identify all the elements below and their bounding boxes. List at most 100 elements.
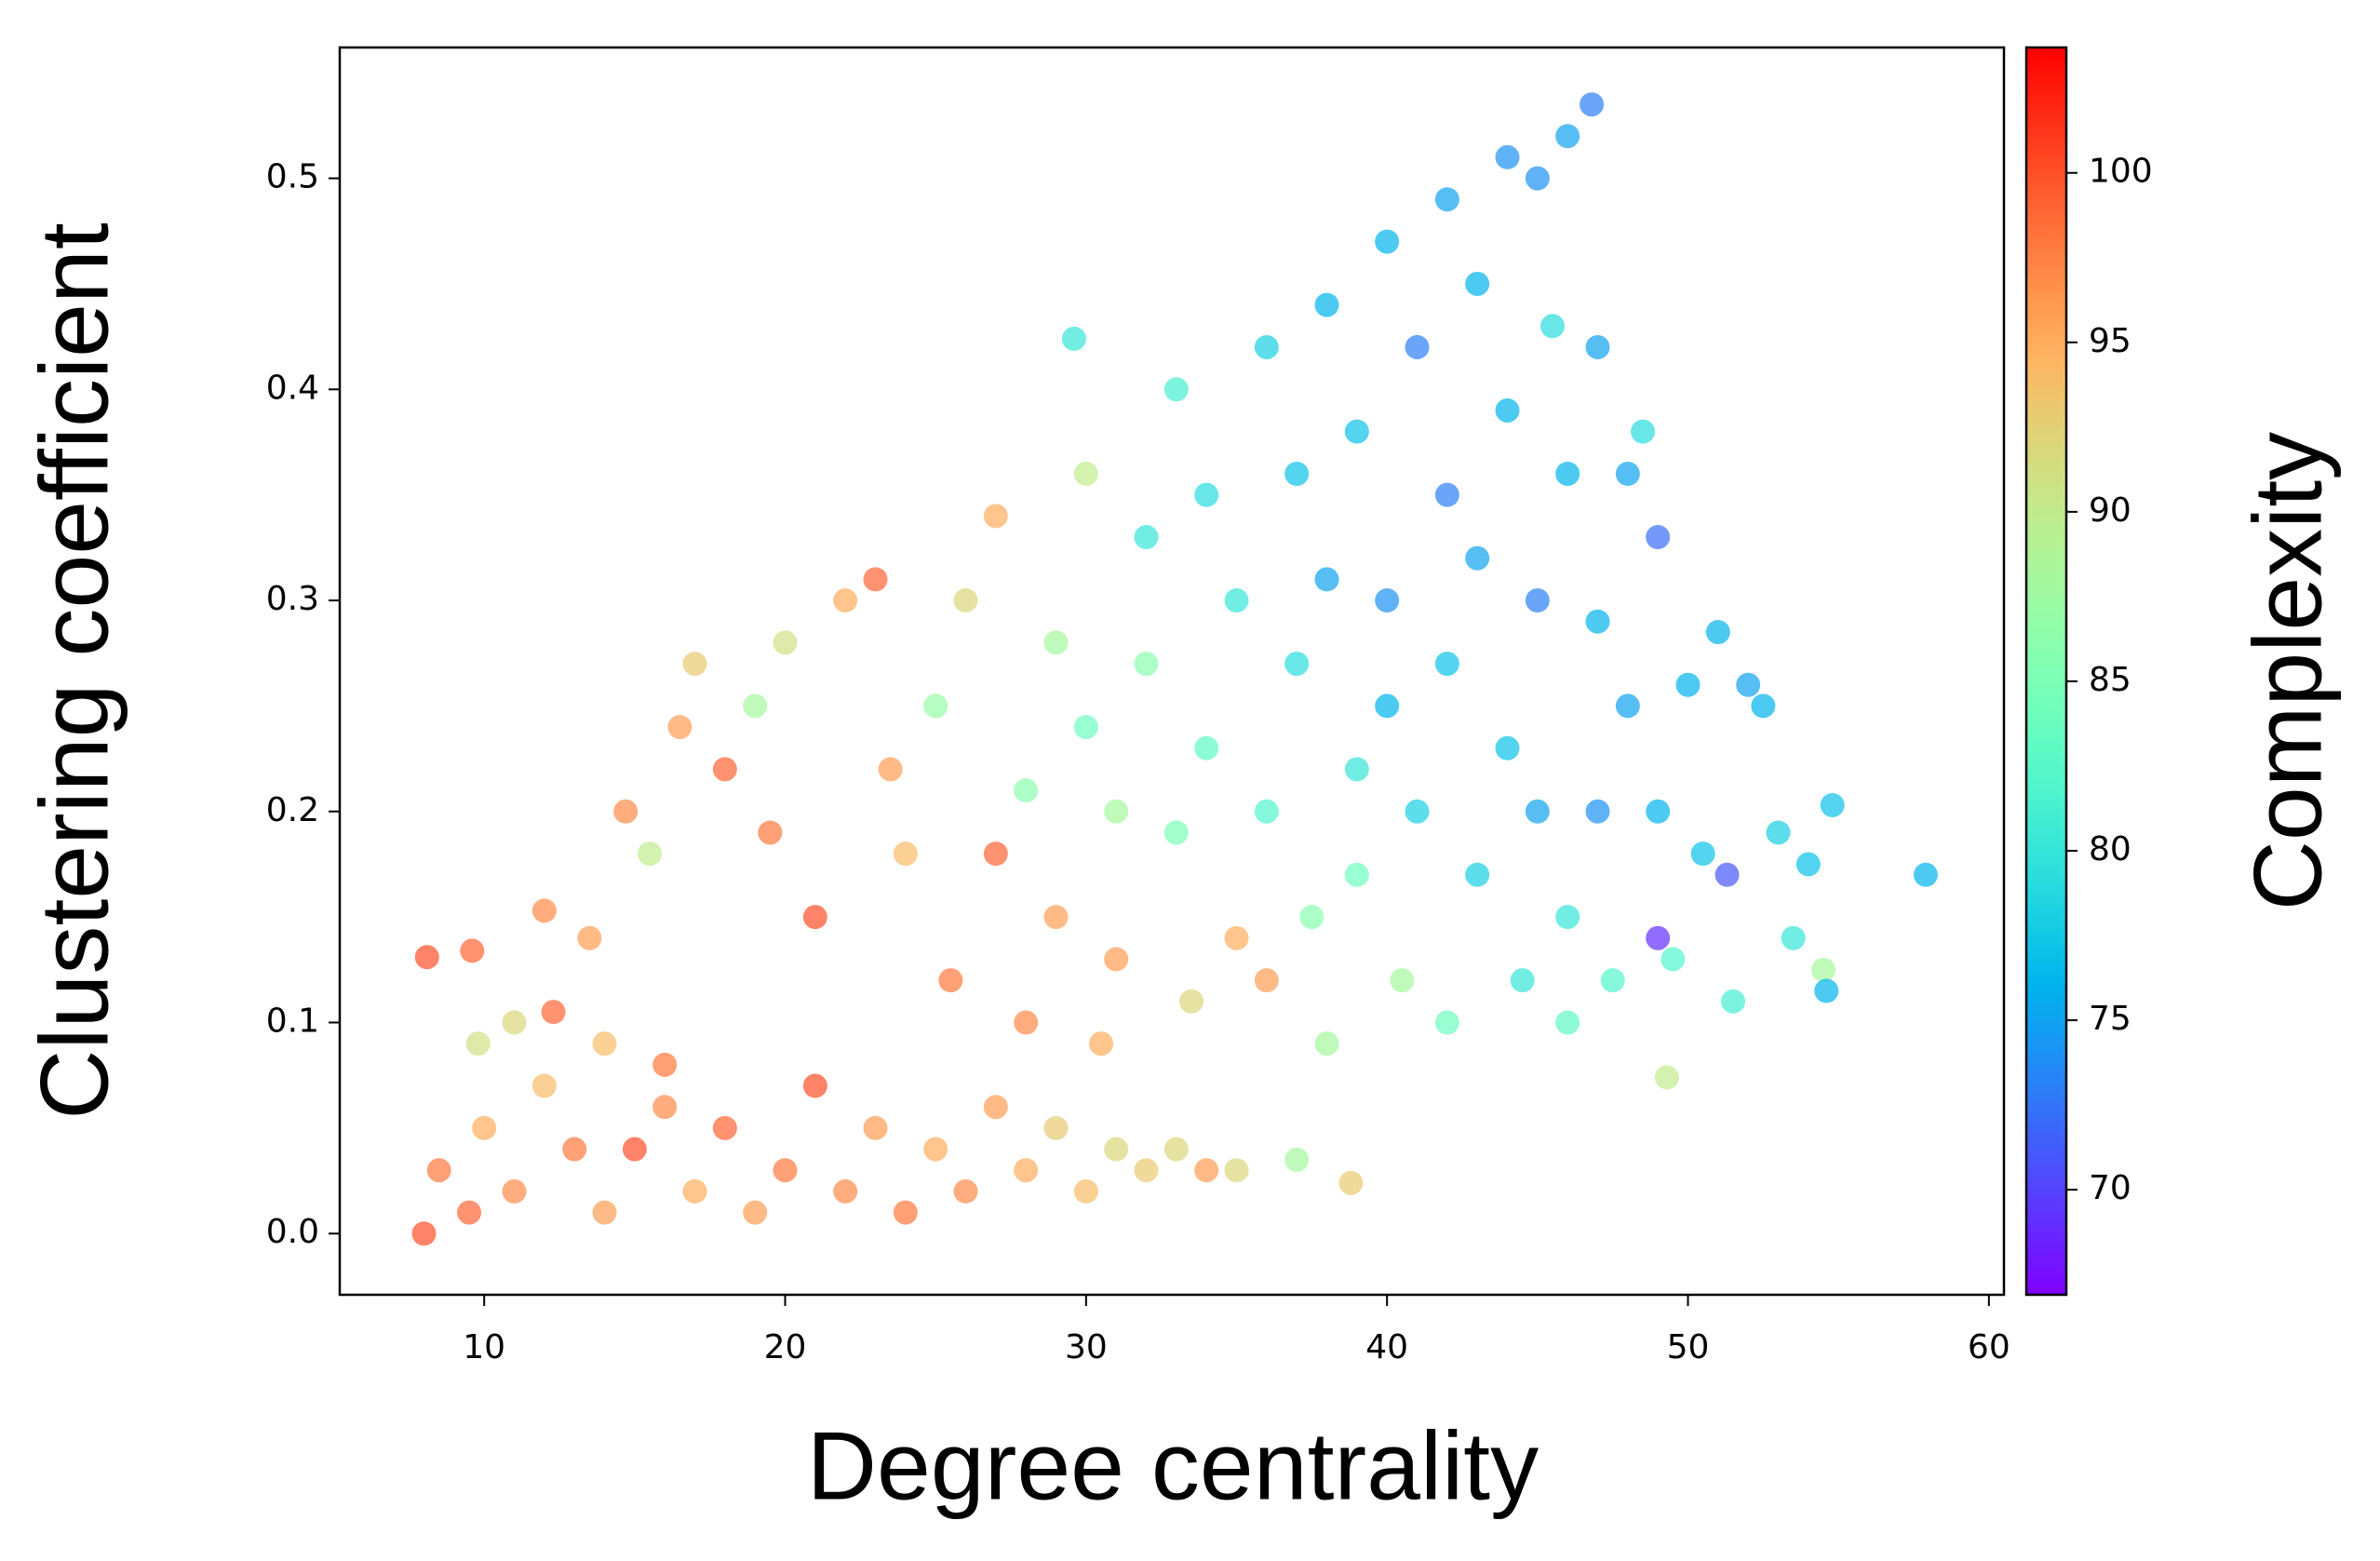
point	[1705, 620, 1730, 645]
point	[667, 715, 692, 740]
point	[1104, 1137, 1129, 1162]
point	[712, 1115, 737, 1140]
point	[773, 630, 798, 655]
point	[1073, 715, 1098, 740]
point	[758, 820, 783, 845]
point	[1495, 144, 1520, 169]
point	[1344, 757, 1369, 782]
point	[622, 1137, 647, 1162]
point	[1465, 271, 1490, 296]
y-tick-label: 0.5	[266, 158, 319, 196]
point	[1661, 947, 1686, 972]
point	[1344, 419, 1369, 444]
point	[1434, 652, 1459, 677]
point	[938, 968, 963, 993]
x-tick-label: 50	[1667, 1328, 1710, 1366]
point	[1580, 92, 1605, 117]
point	[1495, 397, 1520, 423]
y-tick-label: 0.3	[266, 580, 319, 618]
colorbar-tick-label: 100	[2089, 153, 2153, 191]
point	[1434, 187, 1459, 212]
point	[1014, 778, 1039, 803]
point	[1465, 545, 1490, 571]
point	[1585, 609, 1610, 634]
point	[1375, 588, 1400, 613]
point	[1014, 1010, 1039, 1035]
point	[802, 905, 827, 930]
point	[1194, 735, 1219, 760]
point	[1390, 968, 1415, 993]
colorbar-tick-label: 70	[2089, 1169, 2131, 1207]
point	[1555, 1010, 1580, 1035]
point	[1134, 1158, 1159, 1183]
point	[414, 945, 439, 970]
point	[682, 1178, 707, 1204]
point	[1061, 326, 1086, 351]
x-tick-label: 40	[1365, 1328, 1408, 1366]
axes-frame	[338, 46, 2006, 1297]
point	[1314, 292, 1339, 317]
point	[457, 1200, 482, 1225]
x-tick-label: 30	[1065, 1328, 1108, 1366]
point	[562, 1137, 587, 1162]
point	[1434, 482, 1459, 507]
point	[863, 567, 888, 592]
point	[923, 1137, 948, 1162]
point	[426, 1158, 451, 1183]
point	[1224, 925, 1249, 950]
point	[1555, 905, 1580, 930]
point	[1254, 799, 1279, 824]
point	[1811, 957, 1836, 982]
point	[1525, 166, 1550, 191]
point	[472, 1115, 497, 1140]
point	[531, 898, 557, 923]
colorbar	[2024, 46, 2068, 1297]
point	[1751, 693, 1776, 719]
point	[613, 799, 639, 824]
point	[1104, 947, 1129, 972]
point	[1134, 525, 1159, 550]
colorbar-tick-label: 95	[2089, 322, 2131, 360]
colorbar-label: Complexity	[2234, 432, 2342, 910]
point	[1434, 1010, 1459, 1035]
point	[983, 504, 1008, 529]
point	[1820, 792, 1845, 817]
point	[592, 1031, 617, 1056]
x-tick-label: 10	[463, 1328, 505, 1366]
point	[1224, 588, 1249, 613]
colorbar-tick-label: 90	[2089, 491, 2131, 530]
point	[743, 693, 768, 719]
point	[1284, 1147, 1310, 1172]
x-tick-label: 60	[1968, 1328, 2010, 1366]
point	[983, 841, 1008, 867]
x-tick-label: 20	[764, 1328, 807, 1366]
point	[863, 1115, 888, 1140]
point	[1615, 693, 1640, 719]
point	[652, 1095, 678, 1120]
point	[1254, 334, 1279, 359]
point	[712, 757, 737, 782]
point	[1631, 419, 1656, 444]
point	[833, 588, 858, 613]
point	[1043, 905, 1069, 930]
point	[1736, 672, 1761, 697]
colorbar-tick-label: 85	[2089, 661, 2131, 699]
y-tick-label: 0.2	[266, 791, 319, 829]
point	[1375, 229, 1400, 254]
point	[743, 1200, 768, 1225]
point	[1134, 652, 1159, 677]
point	[638, 841, 663, 867]
point	[1675, 672, 1701, 697]
point	[531, 1073, 557, 1098]
point	[460, 938, 485, 963]
point	[1646, 525, 1671, 550]
point	[1405, 334, 1430, 359]
point	[893, 841, 918, 867]
point	[802, 1073, 827, 1098]
point	[1014, 1158, 1039, 1183]
point	[1766, 820, 1791, 845]
point	[1510, 968, 1535, 993]
point	[1194, 1158, 1219, 1183]
point	[1194, 482, 1219, 507]
